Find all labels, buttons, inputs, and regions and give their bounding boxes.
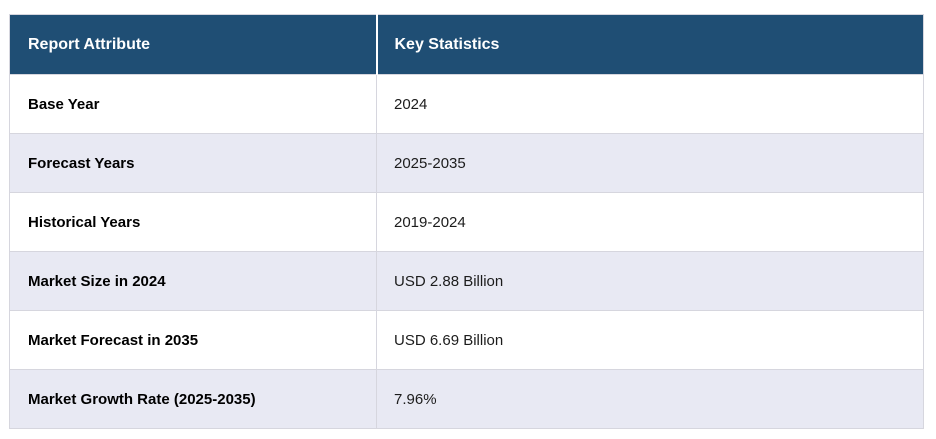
table-row: Historical Years 2019-2024 (9, 192, 924, 252)
value-cell: 2024 (376, 74, 924, 134)
report-attributes-table: Report Attribute Key Statistics Base Yea… (9, 14, 924, 429)
value-cell: USD 2.88 Billion (376, 251, 924, 311)
attribute-cell: Base Year (9, 74, 377, 134)
value-cell: 2019-2024 (376, 192, 924, 252)
attribute-cell: Market Size in 2024 (9, 251, 377, 311)
table-row: Forecast Years 2025-2035 (9, 133, 924, 193)
value-cell: USD 6.69 Billion (376, 310, 924, 370)
table-row: Market Forecast in 2035 USD 6.69 Billion (9, 310, 924, 370)
column-header-report-attribute: Report Attribute (9, 14, 377, 75)
value-cell: 7.96% (376, 369, 924, 429)
attribute-cell: Historical Years (9, 192, 377, 252)
table-row: Market Growth Rate (2025-2035) 7.96% (9, 369, 924, 429)
value-cell: 2025-2035 (376, 133, 924, 193)
attribute-cell: Forecast Years (9, 133, 377, 193)
table-row: Market Size in 2024 USD 2.88 Billion (9, 251, 924, 311)
table-row: Base Year 2024 (9, 74, 924, 134)
column-header-key-statistics: Key Statistics (375, 14, 924, 75)
attribute-cell: Market Growth Rate (2025-2035) (9, 369, 377, 429)
attribute-cell: Market Forecast in 2035 (9, 310, 377, 370)
table-header: Report Attribute Key Statistics (9, 14, 924, 75)
header-row: Report Attribute Key Statistics (9, 14, 924, 75)
report-attributes-table-container: Report Attribute Key Statistics Base Yea… (9, 14, 924, 429)
table-body: Base Year 2024 Forecast Years 2025-2035 … (9, 74, 924, 429)
